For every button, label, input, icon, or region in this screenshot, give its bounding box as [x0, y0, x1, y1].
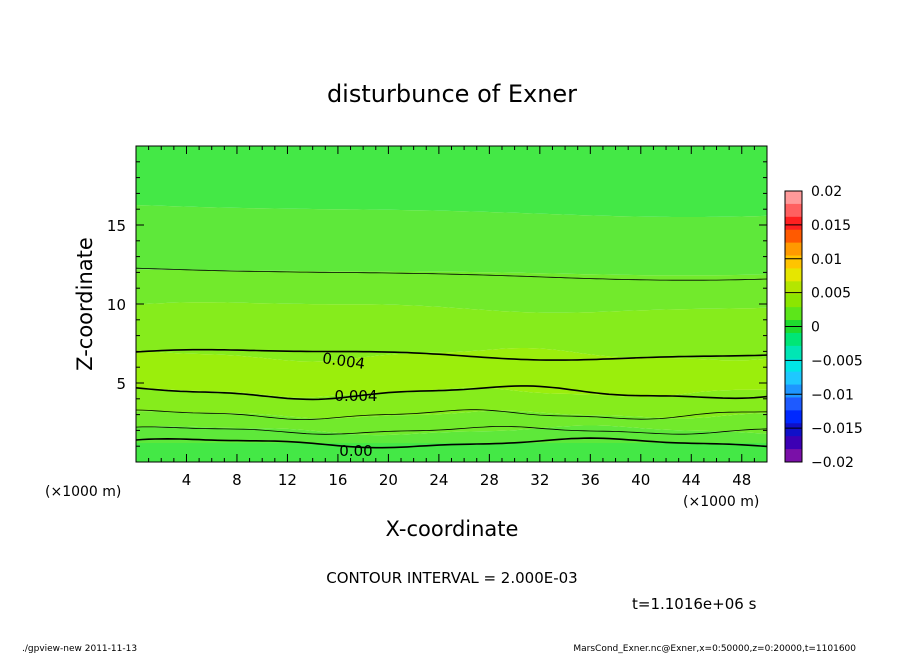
colorbar-swatch: [785, 268, 802, 282]
contour-label: 0.004: [335, 387, 378, 405]
colorbar-swatch: [785, 371, 802, 386]
x-tick-label: 44: [682, 471, 701, 489]
colorbar-swatch: [785, 307, 802, 321]
colorbar-swatch: [785, 255, 802, 269]
contour-band: [136, 443, 767, 462]
x-tick-label: 16: [328, 471, 347, 489]
contour-label: 0.004: [321, 349, 366, 373]
contour-band: [136, 410, 767, 436]
colorbar-swatch: [785, 449, 802, 463]
footer-left: ./gpview-new 2011-11-13: [22, 644, 137, 654]
x-tick-label: 4: [182, 471, 192, 489]
colorbar-swatch: [785, 332, 802, 347]
x-axis: 4 8 12 16 20 24 28 32 36 40 44 48: [148, 146, 755, 489]
contour-line: [136, 409, 767, 420]
colorbar-tick-label: 0.01: [811, 252, 842, 268]
x-tick-label: 32: [530, 471, 549, 489]
time-label: t=1.1016e+06 s: [632, 595, 757, 613]
contour-band: [136, 205, 767, 276]
colorbar-swatch: [785, 242, 802, 257]
contour-band: [136, 302, 767, 362]
x-tick-label: 48: [732, 471, 751, 489]
x-tick-label: 20: [379, 471, 398, 489]
plot-area: [136, 146, 767, 462]
x-tick-label: 40: [631, 471, 650, 489]
colorbar-swatch: [785, 203, 802, 218]
contour-lines: [136, 267, 767, 449]
colorbar-tick-label: −0.01: [811, 387, 854, 403]
contour-line: [136, 348, 767, 361]
footer-right: MarsCond_Exner.nc@Exner,x=0:50000,z=0:20…: [573, 644, 856, 654]
colorbar-tick-label: 0.015: [811, 218, 851, 234]
contour-band: [136, 146, 767, 217]
x-unit-right: (×1000 m): [683, 494, 759, 510]
x-tick-label: 36: [581, 471, 600, 489]
colorbar-swatch: [785, 358, 802, 373]
colorbar: 0.02 0.015 0.01 0.005 0 −0.005 −0.01 −0.015 −0.0…: [784, 184, 863, 471]
contour-label: 0.00: [339, 442, 372, 460]
contour-line: [136, 426, 767, 435]
colorbar-swatch: [785, 216, 802, 231]
colorbar-tick-label: 0.005: [811, 286, 851, 302]
x-unit-left: (×1000 m): [45, 484, 121, 500]
colorbar-tick-label: −0.015: [811, 421, 863, 437]
colorbar-swatch: [785, 436, 802, 450]
colorbar-swatch: [785, 191, 802, 205]
colorbar-swatch: [785, 281, 802, 295]
contour-line: [136, 437, 767, 449]
colorbar-tick-label: −0.02: [811, 455, 854, 471]
y-axis: 5 10 15: [107, 161, 767, 447]
colorbar-tick-label: 0: [811, 320, 820, 336]
colorbar-tick-label: 0.02: [811, 184, 842, 200]
colorbar-tick-label: −0.005: [811, 353, 863, 369]
x-axis-label: X-coordinate: [386, 517, 519, 541]
contour-interval: CONTOUR INTERVAL = 2.000E-03: [326, 569, 577, 587]
x-tick-label: 24: [429, 471, 448, 489]
x-tick-label: 28: [480, 471, 499, 489]
x-tick-label: 8: [232, 471, 242, 489]
contour-band: [136, 269, 767, 313]
contour-band: [136, 387, 767, 419]
y-tick-label: 10: [107, 296, 126, 314]
contour-band: [136, 348, 767, 398]
colorbar-swatch: [785, 423, 802, 437]
colorbar-swatch: [785, 229, 802, 244]
contour-line: [136, 267, 767, 281]
colorbar-swatch: [785, 294, 802, 308]
x-tick-label: 12: [278, 471, 297, 489]
y-tick-label: 15: [107, 217, 126, 235]
colorbar-swatch: [785, 384, 802, 398]
y-axis-label: Z-coordinate: [73, 237, 97, 371]
chart-title: disturbunce of Exner: [327, 80, 577, 108]
y-tick-label: 5: [116, 375, 126, 393]
colorbar-swatch: [785, 410, 802, 424]
contour-line: [136, 385, 767, 401]
colorbar-swatch: [785, 345, 802, 360]
colorbar-swatch: [785, 397, 802, 411]
